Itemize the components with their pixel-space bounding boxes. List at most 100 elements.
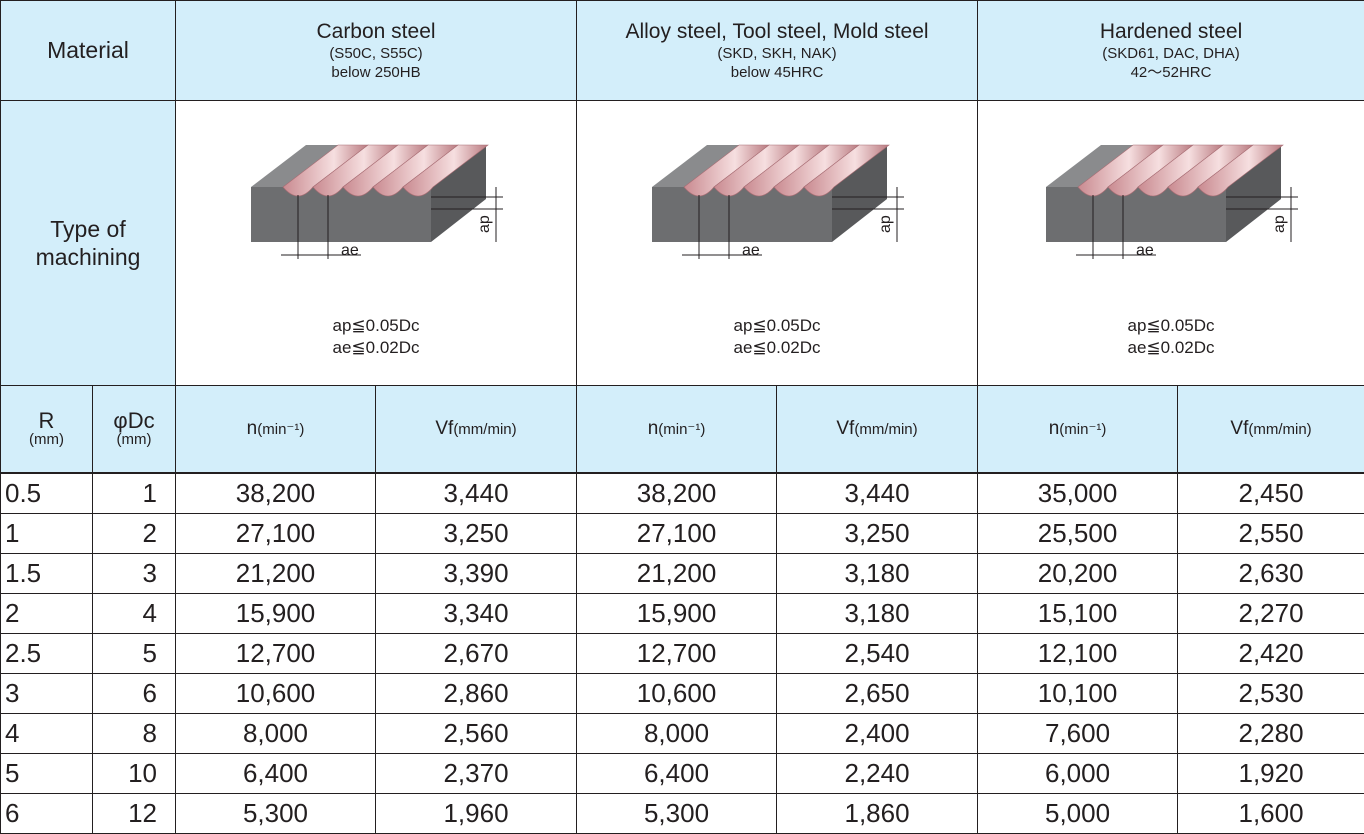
column-symbol: Vf: [435, 418, 453, 439]
data-cell: 38,200: [577, 473, 777, 514]
data-cell: 10,600: [176, 674, 376, 714]
data-cell: 2,560: [376, 714, 577, 754]
data-cell: 1,600: [1178, 794, 1364, 834]
column-unit: (mm/min): [1248, 421, 1311, 438]
data-cell: 8,000: [176, 714, 376, 754]
group-hardness: below 45HRC: [577, 63, 977, 82]
data-cell: 0.5: [1, 473, 93, 514]
data-cell: 3,340: [376, 594, 577, 634]
group-name: Carbon steel: [176, 20, 576, 44]
machining-diagram: ae ap: [642, 127, 912, 297]
data-cell: 1: [93, 473, 176, 514]
formula: ap≦0.05Dc: [176, 315, 576, 337]
column-unit: (mm): [1, 432, 92, 448]
data-cell: 2,540: [777, 634, 978, 674]
data-cell: 2.5: [1, 634, 93, 674]
ap-label: ap: [1271, 215, 1288, 233]
data-cell: 2,270: [1178, 594, 1364, 634]
data-cell: 2,400: [777, 714, 978, 754]
group-name: Alloy steel, Tool steel, Mold steel: [577, 20, 977, 44]
data-cell: 4: [1, 714, 93, 754]
formula: ap≦0.05Dc: [978, 315, 1364, 337]
data-cell: 10,100: [978, 674, 1178, 714]
data-cell: 6: [93, 674, 176, 714]
data-cell: 2: [1, 594, 93, 634]
group-hardness: 42〜52HRC: [978, 63, 1364, 82]
data-cell: 8: [93, 714, 176, 754]
column-header-row: R(mm)φDc(mm)n(min⁻¹)Vf(mm/min)n(min⁻¹)Vf…: [1, 386, 1364, 474]
block-front: [1046, 187, 1226, 242]
column-header: Vf(mm/min): [777, 386, 978, 474]
material-label: Material: [47, 37, 129, 63]
data-cell: 25,500: [978, 514, 1178, 554]
column-unit: (min⁻¹): [658, 421, 705, 438]
data-cell: 12,700: [577, 634, 777, 674]
group-spec: (SKD, SKH, NAK): [577, 44, 977, 63]
data-cell: 2: [93, 514, 176, 554]
group-header: Alloy steel, Tool steel, Mold steel(SKD,…: [577, 1, 978, 101]
data-cell: 5,300: [176, 794, 376, 834]
data-cell: 2,630: [1178, 554, 1364, 594]
data-cell: 2,240: [777, 754, 978, 794]
data-cell: 5: [1, 754, 93, 794]
data-cell: 4: [93, 594, 176, 634]
data-cell: 7,600: [978, 714, 1178, 754]
data-cell: 12: [93, 794, 176, 834]
data-cell: 1: [1, 514, 93, 554]
ap-label: ap: [476, 215, 493, 233]
column-symbol: φDc: [93, 410, 175, 432]
data-cell: 2,370: [376, 754, 577, 794]
data-cell: 10,600: [577, 674, 777, 714]
data-cell: 35,000: [978, 473, 1178, 514]
column-symbol: Vf: [836, 418, 854, 439]
data-cell: 6,400: [176, 754, 376, 794]
data-cell: 8,000: [577, 714, 777, 754]
column-unit: (mm/min): [453, 421, 516, 438]
column-unit: (min⁻¹): [1059, 421, 1106, 438]
data-cell: 3: [93, 554, 176, 594]
formula: ae≦0.02Dc: [577, 337, 977, 359]
group-spec: (S50C, S55C): [176, 44, 576, 63]
data-cell: 15,900: [176, 594, 376, 634]
data-cell: 12,100: [978, 634, 1178, 674]
type-label: Type of machining: [1, 215, 175, 271]
column-symbol: Vf: [1230, 418, 1248, 439]
data-cell: 21,200: [577, 554, 777, 594]
data-cell: 27,100: [176, 514, 376, 554]
data-cell: 6: [1, 794, 93, 834]
data-cell: 3,250: [777, 514, 978, 554]
data-cell: 2,530: [1178, 674, 1364, 714]
column-symbol: n: [648, 418, 659, 439]
data-cell: 1,920: [1178, 754, 1364, 794]
group-header: Carbon steel(S50C, S55C)below 250HB: [176, 1, 577, 101]
material-cell: Material: [1, 1, 176, 101]
column-header: φDc(mm): [93, 386, 176, 474]
column-unit: (min⁻¹): [257, 421, 304, 438]
data-cell: 2,650: [777, 674, 978, 714]
data-cell: 21,200: [176, 554, 376, 594]
group-hardness: below 250HB: [176, 63, 576, 82]
data-cell: 2,550: [1178, 514, 1364, 554]
column-header: n(min⁻¹): [577, 386, 777, 474]
data-cell: 2,450: [1178, 473, 1364, 514]
ap-label: ap: [877, 215, 894, 233]
group-name: Hardened steel: [978, 20, 1364, 44]
data-cell: 3,440: [376, 473, 577, 514]
formula: ap≦0.05Dc: [577, 315, 977, 337]
formula: ae≦0.02Dc: [978, 337, 1364, 359]
column-header: Vf(mm/min): [1178, 386, 1364, 474]
column-header: n(min⁻¹): [176, 386, 376, 474]
data-cell: 15,900: [577, 594, 777, 634]
ae-label: ae: [742, 242, 760, 259]
